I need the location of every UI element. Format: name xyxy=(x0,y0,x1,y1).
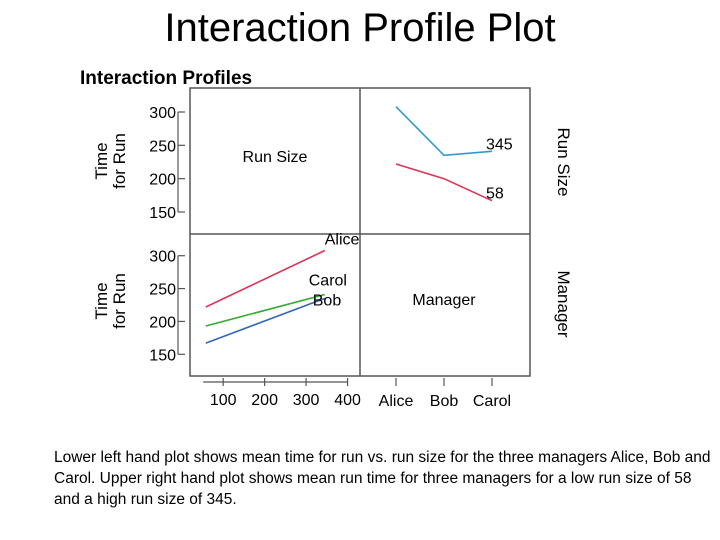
series-label-carol: Carol xyxy=(309,272,347,289)
series-line-58 xyxy=(395,163,493,202)
y-tick-label-bottom: 250 xyxy=(149,282,176,299)
x-tick-label: 200 xyxy=(251,392,278,409)
series-label-alice: Alice xyxy=(325,231,360,248)
diagonal-label-run-size: Run Size xyxy=(243,149,308,166)
y-tick-label-top: 300 xyxy=(149,105,176,122)
x-tick-label: Alice xyxy=(379,393,414,410)
y-tick-label-top: 150 xyxy=(149,205,176,222)
y-tick-label-bottom: 150 xyxy=(149,347,176,364)
y-tick-label-bottom: 200 xyxy=(149,314,176,331)
caption: Lower left hand plot shows mean time for… xyxy=(54,449,711,508)
slide-title: Interaction Profile Plot xyxy=(164,6,556,50)
x-tick-label: 100 xyxy=(210,392,237,409)
x-tick-label: Carol xyxy=(473,393,511,410)
x-tick-label: 400 xyxy=(334,392,361,409)
series-label-bob: Bob xyxy=(313,292,342,309)
series-line-345 xyxy=(395,106,493,157)
series-label-345: 345 xyxy=(486,136,513,153)
series-label-58: 58 xyxy=(486,186,504,203)
x-tick-label: 300 xyxy=(293,392,320,409)
series-line-carol xyxy=(205,293,326,327)
series-line-alice xyxy=(205,249,326,308)
diagonal-label-manager: Manager xyxy=(412,292,476,309)
y-tick-label-bottom: 300 xyxy=(149,249,176,266)
y-tick-label-top: 250 xyxy=(149,138,176,155)
x-tick-label: Bob xyxy=(430,393,459,410)
series-line-bob xyxy=(205,297,326,344)
plot-title: Interaction Profiles xyxy=(80,68,253,89)
y-tick-label-top: 200 xyxy=(149,172,176,189)
